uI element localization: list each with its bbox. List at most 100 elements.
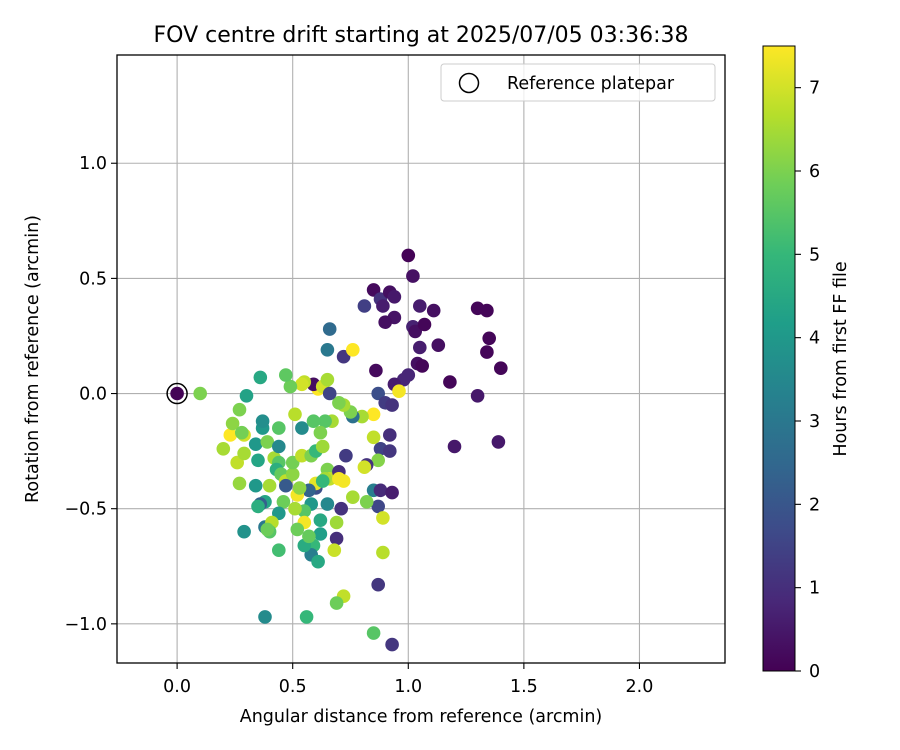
data-point bbox=[320, 372, 335, 387]
data-point bbox=[279, 368, 293, 382]
data-point bbox=[313, 513, 328, 527]
chart-title: FOV centre drift starting at 2025/07/05 … bbox=[154, 23, 689, 48]
data-point bbox=[279, 478, 293, 493]
data-point bbox=[320, 497, 335, 511]
colorbar-tick-label: 3 bbox=[809, 412, 820, 432]
data-point bbox=[232, 476, 247, 491]
legend-label: Reference platepar bbox=[507, 74, 675, 94]
y-tick-label: −0.5 bbox=[65, 500, 108, 520]
data-point bbox=[262, 478, 277, 493]
data-point bbox=[285, 467, 300, 482]
data-points bbox=[170, 248, 508, 652]
data-point bbox=[401, 248, 416, 263]
x-tick-label: 0.5 bbox=[279, 677, 307, 697]
data-point bbox=[346, 343, 360, 357]
x-tick-label: 0.0 bbox=[163, 677, 191, 697]
data-point bbox=[383, 444, 397, 458]
data-point bbox=[288, 501, 302, 516]
data-point bbox=[426, 303, 441, 318]
data-point bbox=[237, 446, 251, 461]
data-point bbox=[272, 421, 286, 435]
data-point bbox=[385, 485, 399, 500]
data-point bbox=[311, 554, 325, 569]
data-point bbox=[223, 428, 238, 442]
data-point bbox=[313, 527, 328, 541]
data-point bbox=[306, 414, 321, 429]
data-point bbox=[346, 490, 360, 505]
x-tick-label: 1.0 bbox=[394, 677, 422, 697]
data-point bbox=[313, 425, 328, 440]
data-point bbox=[392, 384, 406, 399]
data-point bbox=[225, 416, 240, 431]
data-point bbox=[299, 610, 314, 624]
data-point bbox=[232, 402, 247, 417]
colorbar-tick-label: 2 bbox=[809, 495, 820, 515]
data-point bbox=[193, 386, 207, 401]
data-point bbox=[359, 495, 374, 509]
data-point bbox=[320, 343, 335, 357]
data-point bbox=[376, 545, 390, 560]
data-point bbox=[373, 483, 388, 498]
data-point bbox=[272, 439, 286, 454]
grid-lines bbox=[117, 55, 725, 663]
data-point bbox=[255, 414, 270, 429]
reference-platepar-marker bbox=[166, 382, 188, 405]
data-point bbox=[322, 322, 337, 336]
data-point bbox=[383, 428, 397, 442]
data-point bbox=[260, 522, 275, 537]
legend-marker-icon bbox=[458, 72, 480, 94]
x-tick-label: 1.5 bbox=[510, 677, 538, 697]
data-point bbox=[371, 577, 386, 592]
colorbar-label: Hours from first FF file bbox=[831, 261, 851, 456]
data-point bbox=[413, 299, 427, 313]
data-point bbox=[318, 414, 332, 429]
x-axis-label: Angular distance from reference (arcmin) bbox=[240, 707, 603, 727]
data-point bbox=[376, 299, 390, 313]
data-point bbox=[443, 375, 457, 389]
data-point bbox=[239, 389, 254, 403]
data-point bbox=[482, 331, 497, 346]
y-tick-label: 0.5 bbox=[79, 269, 107, 289]
x-axis-ticks: 0.0 0.5 1.0 1.5 2.0 bbox=[163, 663, 653, 697]
data-point bbox=[366, 430, 381, 445]
colorbar: 0 1 2 3 4 5 6 7 Hours from first FF file bbox=[762, 45, 851, 682]
colorbar-gradient bbox=[762, 45, 796, 672]
data-point bbox=[371, 386, 386, 401]
data-point bbox=[248, 437, 263, 452]
data-point bbox=[295, 448, 309, 463]
data-point bbox=[408, 324, 423, 339]
data-point bbox=[366, 407, 381, 422]
data-point bbox=[413, 340, 427, 355]
data-point bbox=[339, 448, 353, 463]
data-point bbox=[387, 290, 402, 304]
data-point bbox=[494, 361, 508, 376]
data-point bbox=[385, 637, 399, 652]
data-point bbox=[251, 499, 265, 514]
data-point bbox=[447, 439, 462, 454]
data-point bbox=[216, 442, 231, 456]
data-point bbox=[366, 626, 381, 640]
data-point bbox=[288, 407, 302, 422]
colorbar-tick-label: 7 bbox=[809, 79, 820, 99]
data-point bbox=[302, 529, 316, 544]
data-point bbox=[253, 370, 268, 385]
data-point bbox=[371, 453, 386, 468]
data-point bbox=[376, 511, 390, 525]
y-axis-label: Rotation from reference (arcmin) bbox=[23, 215, 43, 503]
data-point bbox=[491, 435, 506, 449]
data-point bbox=[480, 303, 494, 318]
data-point bbox=[378, 315, 393, 330]
data-point bbox=[272, 543, 286, 557]
colorbar-tick-label: 0 bbox=[809, 662, 820, 682]
data-point bbox=[283, 379, 298, 394]
y-tick-label: 0.0 bbox=[79, 385, 107, 405]
plot-frame bbox=[116, 54, 726, 664]
colorbar-tick-label: 4 bbox=[809, 329, 820, 349]
data-point bbox=[327, 543, 342, 557]
data-point bbox=[417, 317, 432, 332]
data-point bbox=[470, 389, 485, 403]
y-axis-ticks: −1.0 −0.5 0.0 0.5 1.0 bbox=[65, 154, 117, 635]
data-point bbox=[295, 421, 309, 435]
data-point bbox=[415, 359, 430, 373]
data-point bbox=[332, 396, 346, 410]
